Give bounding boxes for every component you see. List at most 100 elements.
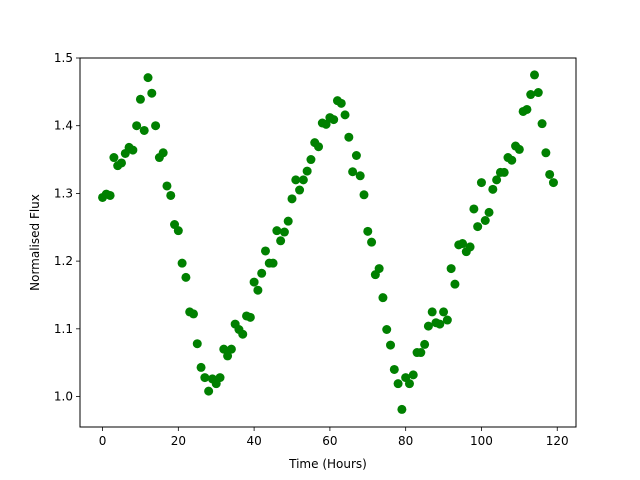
- data-point: [215, 373, 225, 383]
- data-point: [382, 325, 392, 334]
- data-points: [98, 70, 558, 414]
- data-point: [514, 144, 524, 154]
- data-point: [386, 340, 396, 350]
- data-point: [253, 285, 263, 295]
- data-point: [147, 88, 157, 98]
- data-point: [442, 315, 452, 325]
- data-point: [473, 222, 483, 232]
- data-point: [196, 362, 206, 372]
- plot-frame: [79, 57, 577, 428]
- data-point: [151, 121, 161, 131]
- data-point: [458, 239, 468, 249]
- data-point: [291, 175, 301, 185]
- data-point: [272, 226, 282, 236]
- data-point: [298, 175, 308, 185]
- data-point: [484, 207, 494, 217]
- y-tick-label: 1.5: [54, 51, 73, 65]
- data-point: [260, 246, 270, 256]
- data-point: [132, 121, 142, 131]
- data-point: [200, 373, 210, 383]
- y-tick-label: 1.0: [54, 390, 73, 404]
- data-point: [329, 115, 339, 125]
- data-point: [109, 153, 119, 163]
- data-point: [181, 272, 191, 282]
- data-point: [533, 88, 543, 98]
- data-point: [226, 344, 236, 354]
- data-point: [374, 264, 384, 274]
- data-point: [188, 309, 198, 319]
- data-point: [439, 307, 449, 317]
- x-tick-label: 100: [470, 434, 493, 448]
- x-tick-label: 40: [246, 434, 261, 448]
- data-point: [507, 155, 517, 165]
- y-tick-label: 1.1: [54, 322, 73, 336]
- data-point: [545, 169, 555, 179]
- data-point: [306, 155, 316, 165]
- data-point: [423, 321, 433, 331]
- data-point: [344, 132, 354, 142]
- data-point: [355, 171, 365, 181]
- data-point: [295, 185, 305, 195]
- data-point: [128, 145, 138, 155]
- x-axis-ticks: 0 20 40 60 80 100 120: [99, 427, 569, 448]
- data-point: [279, 227, 289, 237]
- data-point: [314, 142, 324, 152]
- data-point: [404, 379, 414, 389]
- data-point: [367, 237, 377, 247]
- data-point: [446, 264, 456, 274]
- data-point: [450, 279, 460, 289]
- x-tick-label: 60: [322, 434, 337, 448]
- data-point: [238, 329, 248, 339]
- data-point: [435, 319, 445, 329]
- data-point: [393, 379, 403, 389]
- data-point: [192, 339, 202, 349]
- data-point: [177, 258, 187, 268]
- data-point: [158, 148, 168, 158]
- data-point: [166, 190, 176, 200]
- data-point: [105, 190, 115, 200]
- data-point: [488, 184, 498, 194]
- data-point: [268, 258, 278, 268]
- data-point: [257, 268, 267, 278]
- data-point: [416, 348, 426, 358]
- data-point: [537, 119, 547, 129]
- data-point: [287, 194, 297, 204]
- data-point: [397, 404, 407, 414]
- data-point: [548, 178, 558, 188]
- data-point: [219, 344, 229, 354]
- data-point: [541, 148, 551, 158]
- y-tick-label: 1.3: [54, 186, 73, 200]
- y-tick-label: 1.2: [54, 254, 73, 268]
- data-point: [465, 242, 475, 252]
- data-point: [359, 190, 369, 200]
- data-point: [427, 307, 437, 317]
- data-point: [420, 339, 430, 349]
- data-point: [336, 98, 346, 108]
- data-point: [173, 226, 183, 236]
- data-point: [204, 386, 214, 396]
- data-point: [276, 236, 286, 246]
- data-point: [499, 167, 509, 177]
- data-point: [522, 104, 532, 114]
- data-point: [340, 110, 350, 120]
- data-point: [408, 370, 418, 380]
- x-tick-label: 80: [398, 434, 413, 448]
- data-point: [492, 175, 502, 185]
- data-point: [302, 166, 312, 176]
- data-point: [389, 364, 399, 374]
- data-point: [363, 226, 373, 236]
- data-point: [283, 216, 293, 226]
- data-point: [348, 167, 358, 177]
- data-point: [223, 351, 233, 361]
- data-point: [162, 181, 172, 191]
- y-tick-label: 1.4: [54, 119, 73, 133]
- y-axis-ticks: 1.0 1.1 1.2 1.3 1.4 1.5: [54, 51, 80, 404]
- y-axis-label: Normalised Flux: [28, 194, 42, 291]
- data-point: [135, 94, 145, 104]
- data-point: [530, 70, 540, 80]
- x-tick-label: 0: [99, 434, 107, 448]
- data-point: [139, 125, 149, 135]
- data-point: [321, 119, 331, 129]
